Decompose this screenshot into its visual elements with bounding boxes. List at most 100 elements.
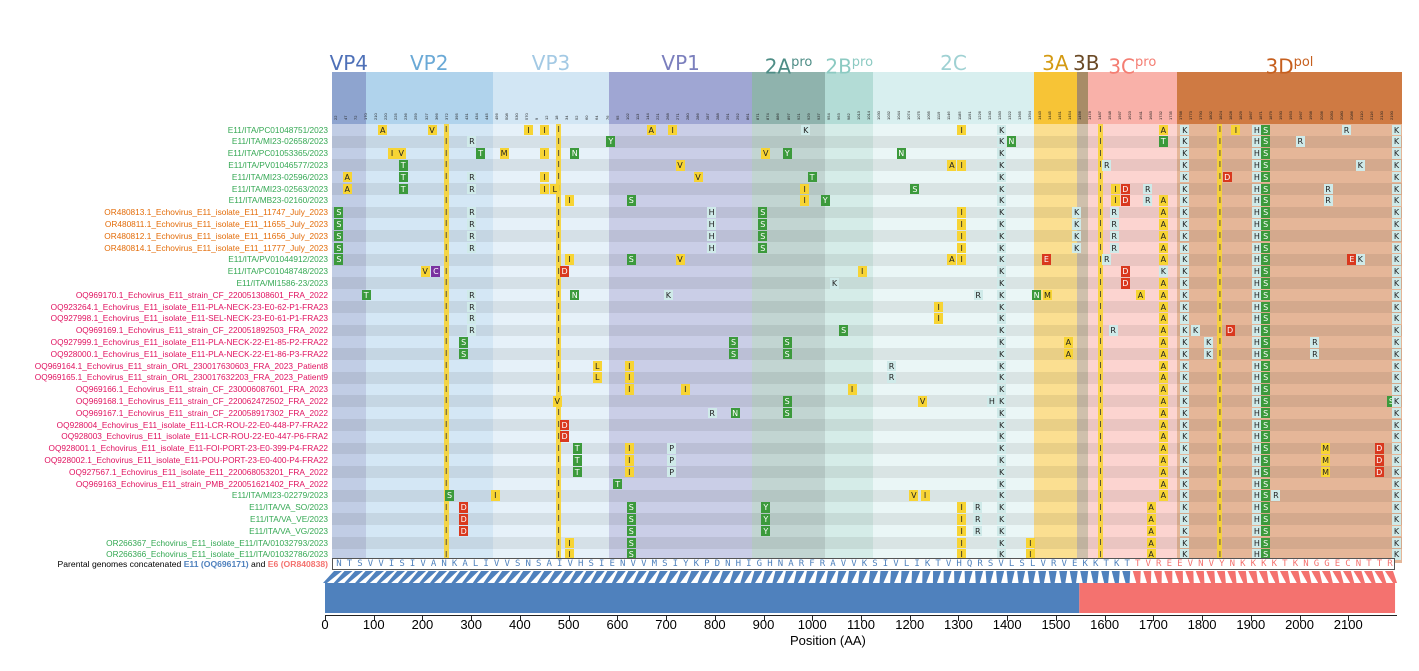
mutation-cell: R (1342, 124, 1352, 136)
mapping-line (1279, 571, 1291, 583)
mutation-cell: K (997, 136, 1007, 148)
mutation-cell: V (918, 395, 928, 407)
mutation-cell: S (334, 230, 344, 242)
region-label-3d: 3Dpol (1265, 52, 1313, 78)
mutation-cell: K (1204, 336, 1214, 348)
mutation-cell: K (1180, 348, 1190, 360)
parental-residue: N (1229, 559, 1236, 569)
mutation-cell: I (540, 124, 550, 136)
mutation-cell: H (1252, 431, 1262, 443)
mutation-cell: I (1218, 207, 1222, 217)
parental-residue: V (504, 559, 510, 569)
mutation-cell: R (467, 289, 477, 301)
mutation-cell: I (444, 372, 448, 382)
mutation-cell: R (467, 242, 477, 254)
mutation-cell: K (997, 478, 1007, 490)
mutation-cell: K (997, 266, 1007, 277)
mapping-line (397, 571, 416, 583)
mutation-cell: R (886, 360, 896, 372)
mutation-cell: I (1218, 526, 1222, 536)
mutation-cell: K (1180, 325, 1190, 336)
sample-label: OQ969170.1_Echovirus_E11_strain_CF_22005… (75, 289, 328, 300)
region-name: 3C (1108, 54, 1136, 79)
region-superscript: pro (791, 55, 813, 70)
x-tick (471, 615, 473, 621)
mutation-cell: K (997, 207, 1007, 218)
x-tick (519, 615, 521, 621)
mutation-cell: S (1261, 431, 1271, 443)
mutation-cell: I (557, 384, 560, 394)
region-label-2b: 2Bpro (825, 52, 873, 78)
parental-residue: S (662, 559, 668, 569)
parental-residue: T (346, 559, 353, 569)
mutation-cell: T (398, 171, 408, 183)
mapping-line (1027, 571, 1036, 583)
x-tick (812, 615, 814, 621)
region-label-2c: 2C (940, 52, 967, 74)
mutation-cell: T (613, 478, 623, 490)
parental-residue: V (893, 559, 899, 569)
mutation-cell: H (707, 242, 717, 254)
mutation-cell: R (1109, 218, 1119, 230)
mutation-cell: I (1111, 195, 1121, 207)
mutation-cell: I (557, 231, 560, 241)
mutation-cell: R (973, 513, 983, 525)
mutation-cell: H (1252, 301, 1262, 313)
mutation-cell: I (1099, 172, 1102, 182)
mutation-cell: K (1392, 207, 1401, 218)
mutation-cell: I (1099, 408, 1102, 418)
mutation-cell: N (570, 289, 580, 301)
mutation-cell: K (997, 502, 1007, 513)
x-tick-label: 1000 (797, 617, 827, 632)
mutation-cell: A (1158, 431, 1168, 443)
mutation-cell: S (1261, 360, 1271, 372)
region-header-3c (1087, 72, 1177, 124)
parental-residue: T (1376, 559, 1383, 569)
x-tick-label: 1100 (847, 617, 875, 632)
mutation-cell: K (1392, 372, 1401, 384)
parental-residue: Y (683, 559, 689, 569)
x-tick (861, 615, 862, 621)
mutation-cell: K (1180, 360, 1190, 372)
region-header-2b (825, 72, 874, 124)
row-stripe (332, 135, 1402, 148)
parental-residue: R (1387, 559, 1393, 569)
mutation-cell: I (1099, 254, 1102, 264)
mutation-cell: I (557, 266, 560, 276)
mapping-line (430, 571, 448, 583)
mutation-cell: H (987, 395, 997, 407)
mutation-cell: I (557, 325, 560, 335)
mutation-cell: A (1158, 313, 1168, 325)
mutation-cell: K (1180, 419, 1190, 431)
mutation-cell: D (1120, 266, 1130, 277)
mutation-cell: S (1261, 254, 1271, 266)
sample-label: E11/ITA/PC01053365/2023 (227, 148, 328, 159)
mutation-cell: S (1261, 325, 1271, 336)
mutation-cell: H (1252, 183, 1262, 195)
mutation-cell: K (1180, 207, 1190, 218)
mapping-line (847, 571, 857, 583)
parental-residue: V (420, 559, 426, 569)
mutation-cell: K (1180, 549, 1190, 561)
mutation-cell: K (1392, 218, 1401, 230)
mutation-cell: R (467, 171, 477, 183)
mutation-cell: H (707, 207, 717, 218)
parental-residue: I (914, 559, 920, 569)
mutation-cell: R (973, 525, 983, 537)
mutation-cell: R (1310, 348, 1320, 360)
parental-residue: K (1271, 559, 1278, 569)
mutation-cell: I (1099, 443, 1102, 453)
mutation-cell: S (1261, 159, 1271, 171)
mutation-cell: I (1099, 349, 1102, 359)
mutation-cell: A (1158, 325, 1168, 336)
parental-residue: V (378, 559, 384, 569)
mapping-line (1321, 571, 1333, 583)
mutation-cell: I (540, 183, 550, 195)
mutation-cell: K (1180, 277, 1190, 289)
mutation-cell: I (557, 420, 560, 429)
mutation-cell: K (1392, 525, 1401, 537)
mutation-cell: I (444, 479, 448, 488)
mutation-cell: K (1072, 218, 1082, 230)
parental-residue: K (1240, 559, 1246, 569)
mutation-cell: H (1252, 289, 1262, 301)
